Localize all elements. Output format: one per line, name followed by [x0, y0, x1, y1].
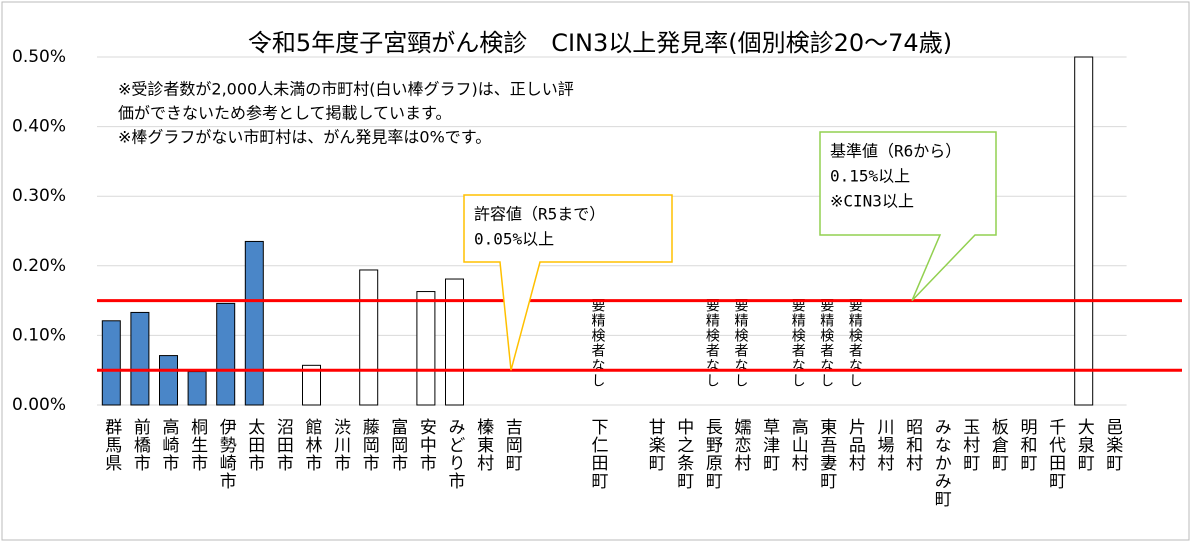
x-tick-label: 川場村 [874, 418, 895, 472]
annotation: 要精検者なし [847, 298, 863, 388]
annotation: 要精検者なし [733, 298, 749, 388]
bar [244, 240, 264, 406]
x-tick-label: みどり市 [445, 418, 466, 490]
x-tick-label: 沼田市 [273, 418, 294, 472]
callout-text: 許容値（R5まで） [474, 205, 605, 224]
x-tick-label: 渋川市 [330, 418, 351, 472]
callout [819, 131, 997, 302]
bar [416, 291, 436, 406]
x-tick-label: 榛東村 [473, 418, 494, 472]
bar [187, 371, 207, 406]
x-tick-label: 下仁田町 [588, 418, 609, 490]
callout-text: 0.15%以上 [830, 167, 910, 186]
x-tick-label: 藤岡市 [359, 418, 380, 472]
x-tick-label: 富岡市 [387, 418, 408, 472]
note: 価ができないため参考として掲載しています。 [118, 104, 451, 123]
note: ※棒グラフがない市町村は、がん発見率は0%です。 [118, 128, 491, 147]
annotation: 要精検者なし [590, 298, 606, 388]
x-tick-label: 草津町 [759, 418, 780, 472]
annotation: 要精検者なし [790, 298, 806, 388]
x-tick-label: 館林市 [302, 418, 323, 472]
x-tick-label: 高崎市 [159, 418, 180, 472]
x-tick-label: 伊勢崎市 [216, 418, 237, 490]
x-tick-label: 邑楽町 [1102, 418, 1123, 472]
y-tick-label: 0.10% [12, 325, 66, 345]
x-tick-label: 嬬恋村 [731, 418, 752, 472]
x-tick-label: 玉村町 [959, 418, 980, 472]
bar [101, 320, 121, 406]
x-tick-label: 大泉町 [1074, 418, 1095, 472]
x-tick-label: 東吾妻町 [816, 418, 837, 490]
note: ※受診者数が2,000人未満の市町村(白い棒グラフ)は、正しい評 [118, 80, 574, 99]
x-tick-label: 中之条町 [673, 418, 694, 490]
x-tick-label: 吉岡町 [502, 418, 522, 472]
x-tick-label: 昭和村 [902, 418, 923, 472]
x-tick-label: 甘楽町 [645, 418, 666, 472]
annotation: 要精検者なし [818, 298, 834, 388]
x-tick-label: 太田市 [244, 418, 264, 472]
x-tick-label: 板倉町 [988, 418, 1009, 472]
annotation: 要精検者なし [704, 298, 720, 388]
bar [359, 269, 379, 406]
y-tick-label: 0.00% [12, 395, 66, 415]
bar [1074, 56, 1094, 406]
bar [159, 355, 178, 406]
y-tick-label: 0.30% [12, 186, 66, 206]
callout-text: 0.05%以上 [474, 230, 554, 249]
bar [302, 364, 321, 406]
callout-text: 基準値（R6から） [830, 142, 961, 161]
x-tick-label: みなかみ町 [931, 418, 951, 508]
x-tick-label: 千代田町 [1045, 418, 1066, 490]
x-tick-label: 群馬県 [101, 418, 122, 472]
x-tick-label: 桐生市 [187, 418, 208, 472]
x-tick-label: 片品村 [845, 418, 866, 472]
bar [130, 311, 150, 406]
bar [216, 302, 236, 406]
y-tick-label: 0.40% [12, 117, 66, 137]
x-tick-label: 安中市 [416, 418, 437, 472]
y-tick-label: 0.20% [12, 256, 66, 276]
x-tick-label: 明和町 [1017, 418, 1038, 472]
callout-text: ※CIN3以上 [830, 192, 914, 211]
y-tick-label: 0.50% [12, 47, 66, 67]
x-tick-label: 長野原町 [702, 418, 723, 490]
chart-title: 令和5年度子宮頸がん検診 CIN3以上発見率(個別検診20～74歳) [248, 29, 952, 57]
x-tick-label: 高山村 [788, 418, 809, 472]
x-tick-label: 前橋市 [130, 418, 151, 472]
bar [445, 278, 464, 406]
callout [463, 194, 673, 371]
